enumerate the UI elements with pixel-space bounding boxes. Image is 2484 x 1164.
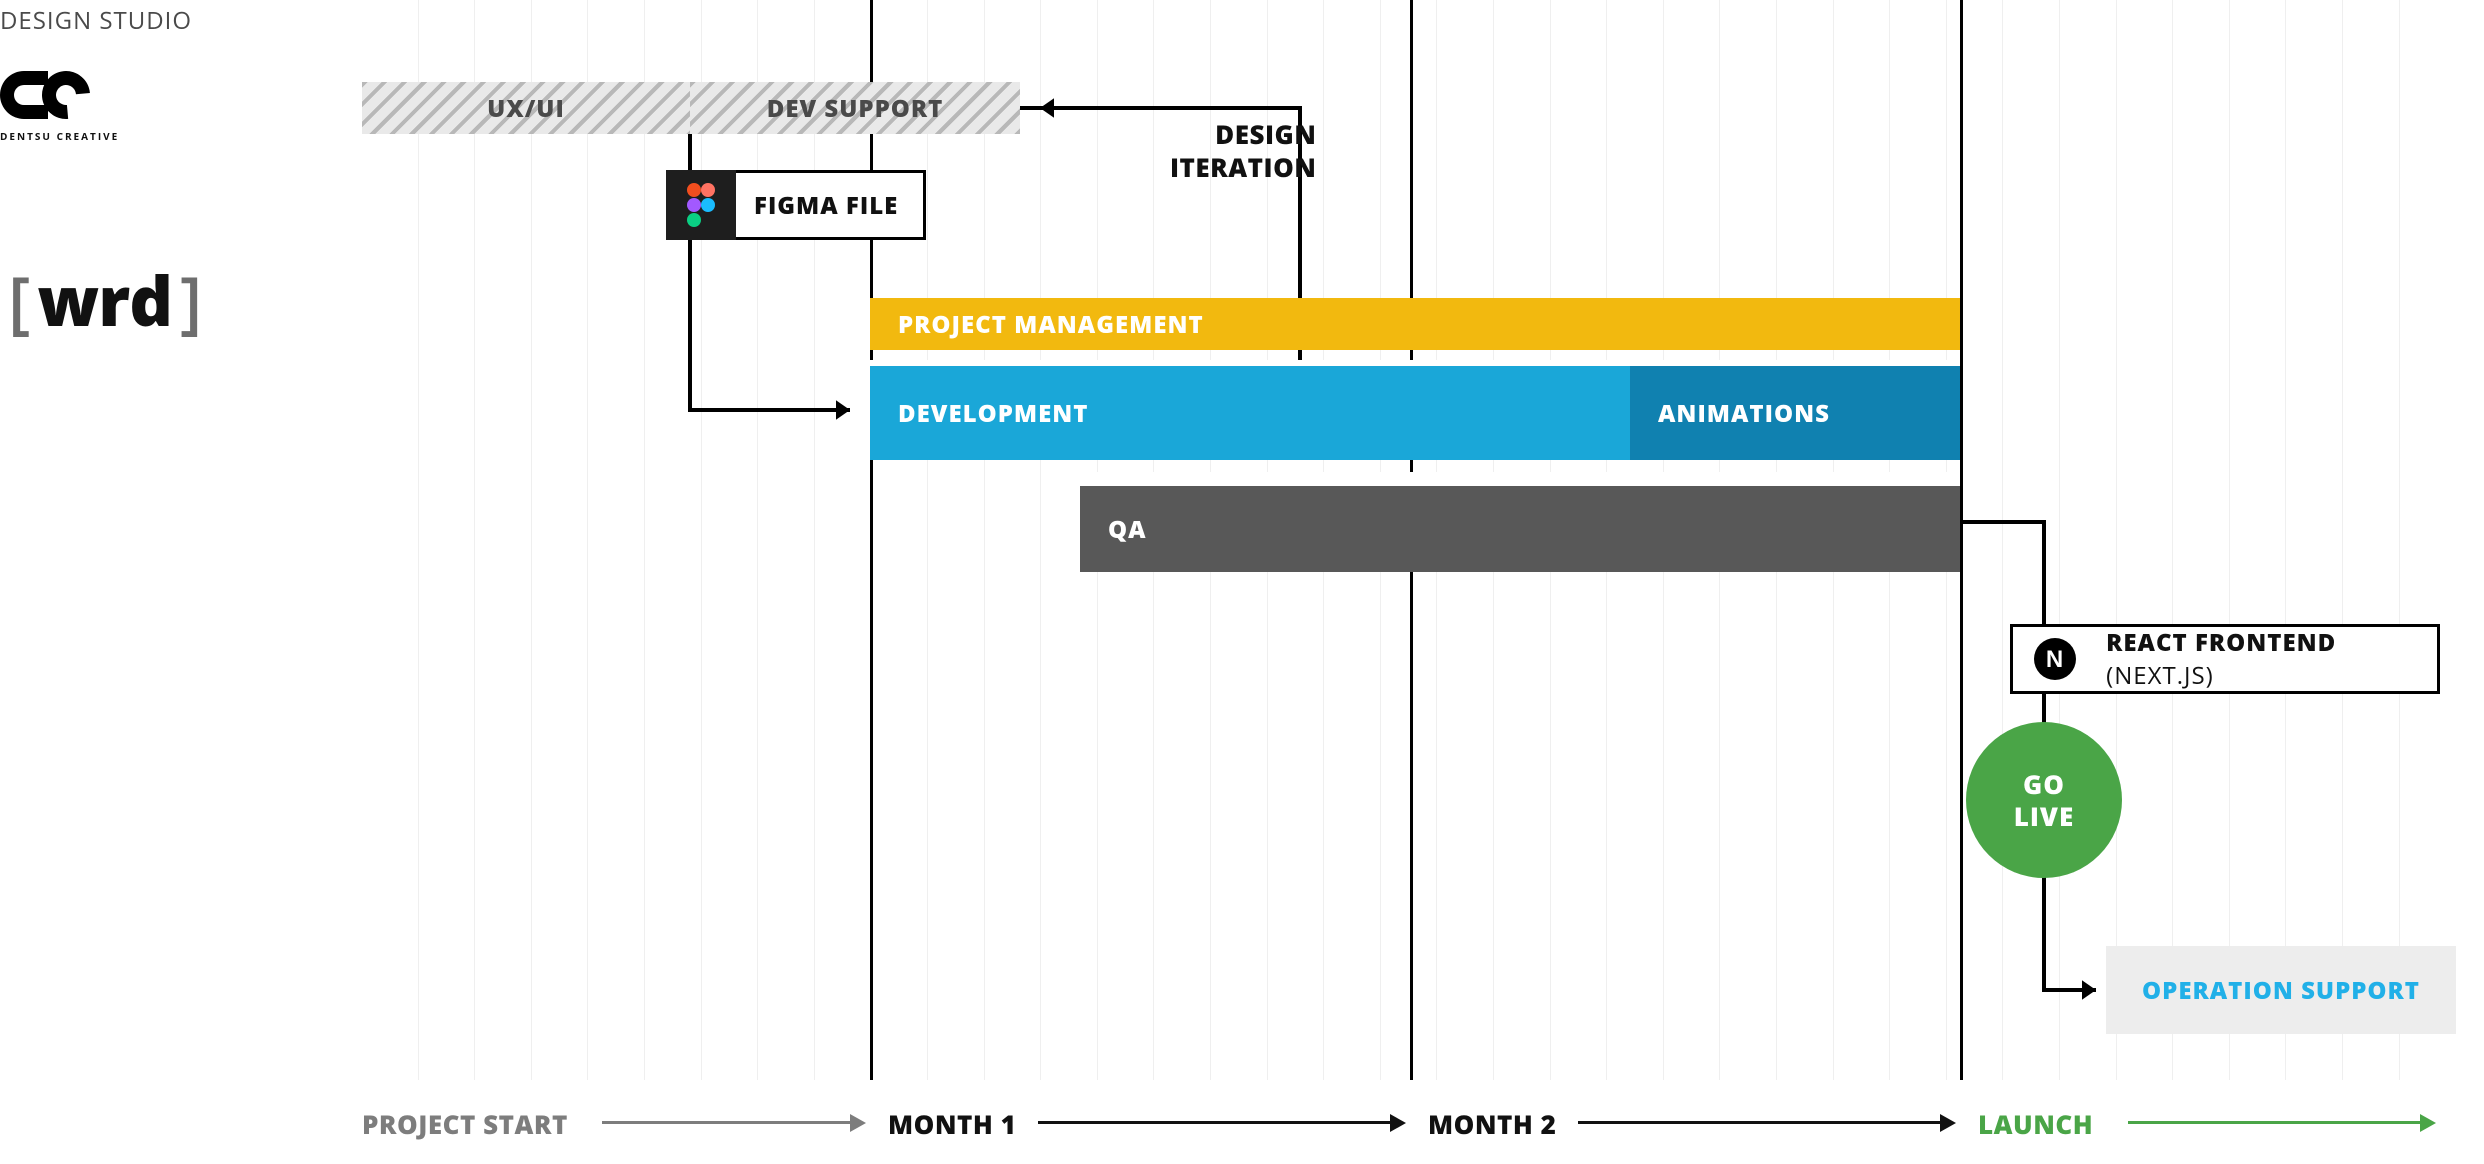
- axis-m2: MONTH 2: [1428, 1106, 1556, 1142]
- go-live-line1: GO: [2023, 768, 2065, 801]
- callout-figma-file: FIGMA FILE: [666, 170, 926, 240]
- axis-m1: MONTH 1: [888, 1106, 1016, 1142]
- bar-qa-label: QA: [1108, 513, 1147, 546]
- callout-react-label: REACT FRONTEND (NEXT.JS): [2106, 626, 2437, 692]
- wrd-text: wrd: [37, 253, 172, 346]
- studio-label: DESIGN STUDIO: [0, 4, 209, 37]
- label-design-iteration-1: DESIGN: [1170, 118, 1316, 151]
- go-live-badge: GO LIVE: [1966, 722, 2122, 878]
- bar-development: DEVELOPMENT: [870, 360, 1630, 460]
- branding-block: DESIGN STUDIO DENTSU CREATIVE [wrd]: [0, 4, 209, 346]
- callout-react-frontend: N REACT FRONTEND (NEXT.JS): [2010, 624, 2440, 694]
- callout-react-sub: (NEXT.JS): [2106, 659, 2214, 692]
- callout-figma-label: FIGMA FILE: [754, 189, 898, 222]
- label-design-iteration-2: ITERATION: [1170, 151, 1316, 184]
- bar-pm-label: PROJECT MANAGEMENT: [898, 308, 1204, 341]
- bar-dev-label: DEVELOPMENT: [898, 397, 1088, 430]
- axis-m3: LAUNCH: [1978, 1106, 2093, 1142]
- bar-anim-label: ANIMATIONS: [1658, 397, 1830, 430]
- svg-text:N: N: [2045, 646, 2063, 673]
- axis-project-start: PROJECT START: [362, 1106, 568, 1142]
- callout-react-bold: REACT FRONTEND: [2106, 626, 2336, 659]
- figma-icon: [666, 170, 736, 240]
- bar-project-management: PROJECT MANAGEMENT: [870, 298, 1960, 350]
- label-design-iteration: DESIGN ITERATION: [1170, 118, 1316, 183]
- nextjs-icon: N: [2021, 624, 2088, 694]
- dentsu-logo: [0, 71, 209, 119]
- go-live-line2: LIVE: [2014, 800, 2075, 833]
- bar-dev-support-label: DEV SUPPORT: [767, 92, 944, 125]
- wrd-logo: [wrd]: [0, 253, 209, 346]
- box-operation-support: OPERATION SUPPORT: [2106, 946, 2456, 1034]
- bar-dev-support: DEV SUPPORT: [690, 82, 1020, 134]
- op-support-label: OPERATION SUPPORT: [2142, 974, 2420, 1007]
- bar-uxui: UX/UI: [362, 82, 690, 134]
- bar-qa: QA: [1080, 472, 1960, 572]
- bar-uxui-label: UX/UI: [487, 92, 565, 125]
- bar-animations: ANIMATIONS: [1630, 360, 1960, 460]
- dentsu-sub: DENTSU CREATIVE: [0, 129, 209, 143]
